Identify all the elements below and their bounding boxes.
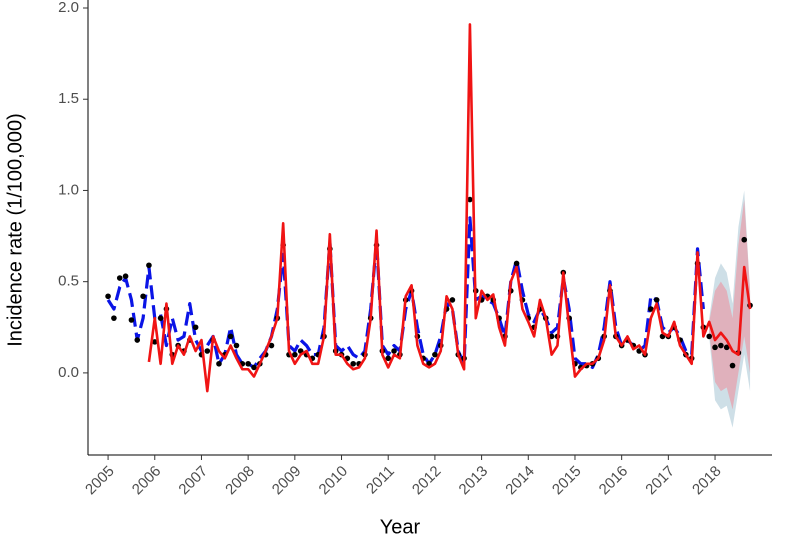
data-point bbox=[268, 342, 275, 349]
data-point bbox=[729, 362, 736, 369]
data-point bbox=[227, 333, 234, 340]
data-point bbox=[245, 360, 251, 367]
y-tick-label: 1.0 bbox=[58, 181, 79, 198]
y-tick-label: 1.5 bbox=[58, 90, 79, 107]
data-point bbox=[157, 315, 164, 321]
data-point bbox=[653, 297, 660, 303]
data-point bbox=[292, 351, 298, 358]
data-point bbox=[432, 351, 438, 358]
series-line bbox=[147, 23, 752, 393]
data-point bbox=[105, 293, 111, 300]
x-tick-label: 2018 bbox=[689, 463, 725, 499]
x-tick-label: 2012 bbox=[409, 463, 445, 499]
data-point bbox=[251, 364, 257, 371]
y-tick-label: 2.0 bbox=[58, 0, 79, 16]
data-point bbox=[741, 236, 748, 243]
data-point bbox=[467, 196, 473, 203]
forecast-interval bbox=[709, 199, 751, 410]
x-tick-label: 2010 bbox=[316, 463, 352, 499]
x-tick-label: 2013 bbox=[456, 463, 492, 499]
data-point bbox=[706, 333, 713, 340]
y-tick-label: 0.5 bbox=[58, 273, 79, 290]
x-tick-label: 2014 bbox=[502, 463, 538, 499]
data-point bbox=[151, 339, 158, 345]
data-point bbox=[216, 360, 222, 367]
data-point bbox=[385, 355, 392, 362]
data-point bbox=[146, 262, 152, 269]
x-tick-label: 2017 bbox=[642, 463, 678, 499]
data-point bbox=[449, 297, 456, 303]
data-point bbox=[718, 342, 724, 349]
y-tick-label: 0.0 bbox=[58, 364, 79, 381]
data-point bbox=[192, 324, 199, 331]
x-tick-label: 2016 bbox=[596, 463, 632, 499]
x-axis-title: Year bbox=[380, 516, 421, 538]
data-point bbox=[128, 317, 135, 323]
x-tick-label: 2008 bbox=[222, 463, 258, 499]
data-point bbox=[712, 344, 718, 351]
data-point bbox=[648, 306, 654, 312]
data-point bbox=[204, 348, 211, 354]
data-point bbox=[513, 260, 520, 267]
data-point bbox=[233, 342, 240, 349]
data-point bbox=[134, 337, 141, 343]
x-tick-label: 2009 bbox=[269, 463, 305, 499]
data-point bbox=[111, 315, 117, 321]
data-point bbox=[723, 344, 730, 351]
x-tick-label: 2007 bbox=[175, 463, 211, 499]
x-tick-label: 2011 bbox=[363, 463, 398, 498]
y-axis-title: Incidence rate (1/100,000) bbox=[4, 113, 26, 347]
x-tick-label: 2015 bbox=[549, 463, 585, 499]
data-point bbox=[350, 360, 356, 367]
x-tick-label: 2006 bbox=[129, 463, 165, 499]
x-tick-label: 2005 bbox=[82, 463, 118, 499]
data-point bbox=[116, 275, 123, 281]
data-point bbox=[122, 273, 129, 280]
data-point bbox=[140, 293, 146, 300]
data-point bbox=[391, 348, 397, 354]
